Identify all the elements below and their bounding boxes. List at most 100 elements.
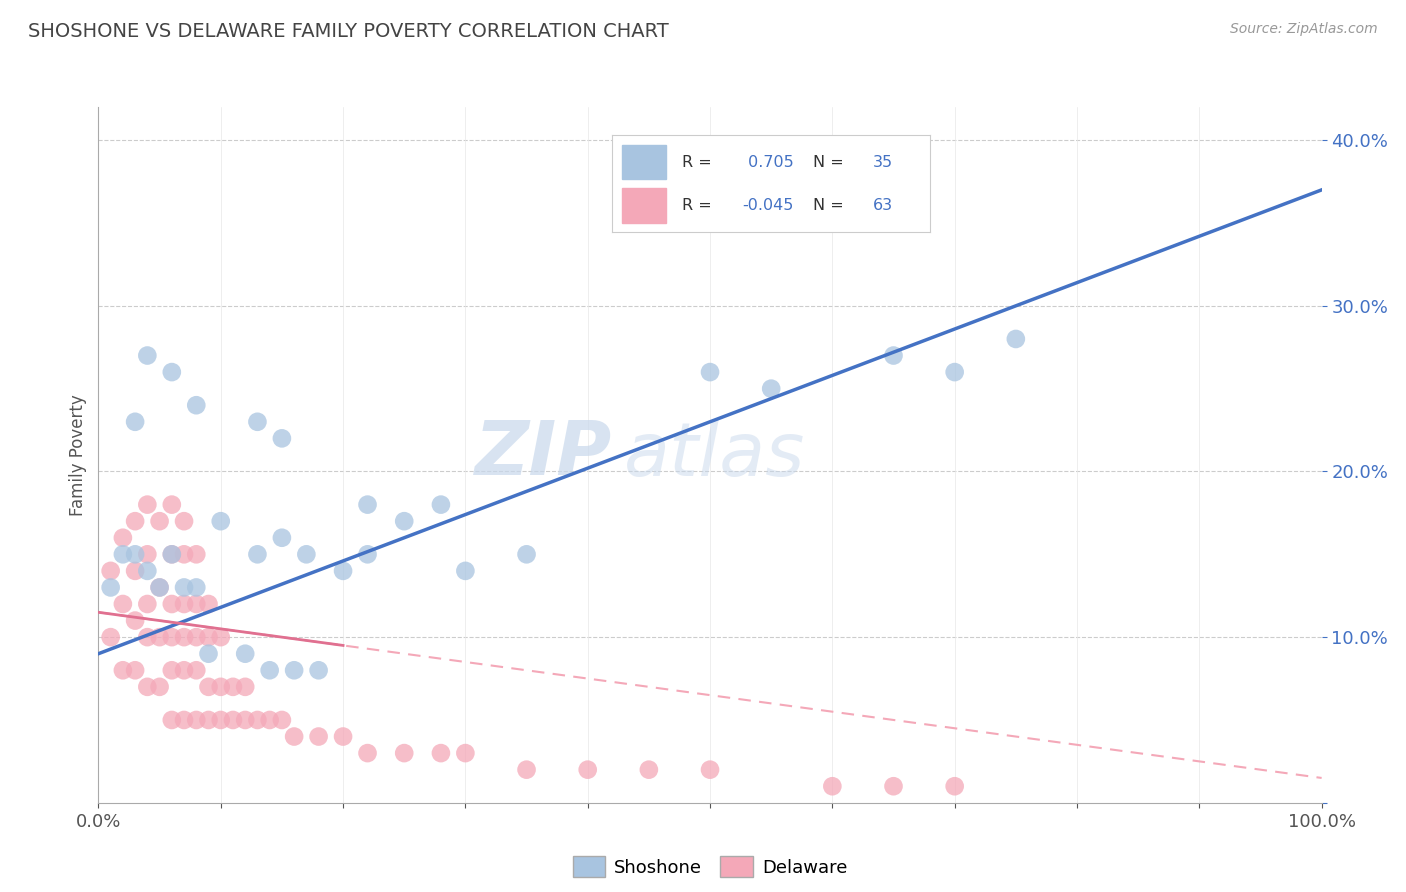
Point <box>111 663 134 677</box>
Point <box>454 746 477 760</box>
Point <box>197 597 219 611</box>
Point <box>100 581 122 595</box>
Point <box>283 730 305 744</box>
Point <box>209 680 232 694</box>
Point <box>233 680 256 694</box>
Point <box>124 614 146 628</box>
Point <box>136 547 159 561</box>
Point <box>136 680 159 694</box>
Point <box>149 630 172 644</box>
Point <box>332 564 354 578</box>
Point <box>295 547 318 561</box>
Point <box>136 630 159 644</box>
Point <box>100 564 122 578</box>
Point <box>136 498 159 512</box>
Point <box>124 415 146 429</box>
Point <box>186 398 208 412</box>
Point <box>111 597 134 611</box>
Point <box>160 365 183 379</box>
Point <box>173 547 195 561</box>
Point <box>173 514 195 528</box>
Point <box>160 663 183 677</box>
Point <box>197 630 219 644</box>
Point <box>186 630 208 644</box>
Point <box>246 415 269 429</box>
Point <box>637 763 661 777</box>
Point <box>515 547 537 561</box>
Point <box>761 382 783 396</box>
Legend: Shoshone, Delaware: Shoshone, Delaware <box>565 849 855 884</box>
Point <box>160 547 183 561</box>
Point <box>124 663 146 677</box>
Point <box>356 547 378 561</box>
Point <box>136 564 159 578</box>
Point <box>160 597 183 611</box>
Point <box>356 498 378 512</box>
Point <box>160 713 183 727</box>
Point <box>136 349 159 363</box>
Point <box>149 514 172 528</box>
Point <box>270 431 294 445</box>
Point <box>233 647 256 661</box>
Point <box>270 713 294 727</box>
Point <box>699 763 721 777</box>
Point <box>197 647 219 661</box>
Point <box>356 746 378 760</box>
Point <box>197 680 219 694</box>
Point <box>332 730 354 744</box>
Point <box>136 597 159 611</box>
Point <box>160 547 183 561</box>
Point <box>173 663 195 677</box>
Point <box>259 663 281 677</box>
Point <box>222 680 245 694</box>
Point <box>209 514 232 528</box>
Point <box>173 597 195 611</box>
Point <box>699 365 721 379</box>
Point <box>246 547 269 561</box>
Point <box>186 663 208 677</box>
Text: SHOSHONE VS DELAWARE FAMILY POVERTY CORRELATION CHART: SHOSHONE VS DELAWARE FAMILY POVERTY CORR… <box>28 22 669 41</box>
Point <box>233 713 256 727</box>
Point <box>173 581 195 595</box>
Point <box>149 680 172 694</box>
Point <box>186 713 208 727</box>
Point <box>259 713 281 727</box>
Text: atlas: atlas <box>624 419 806 491</box>
Point <box>160 630 183 644</box>
Point <box>197 713 219 727</box>
Point <box>308 730 330 744</box>
Point <box>270 531 294 545</box>
Point <box>173 630 195 644</box>
Point <box>209 713 232 727</box>
Point <box>308 663 330 677</box>
Point <box>160 498 183 512</box>
Point <box>111 531 134 545</box>
Point <box>283 663 305 677</box>
Point <box>1004 332 1026 346</box>
Point <box>124 514 146 528</box>
Point <box>246 713 269 727</box>
Point <box>186 547 208 561</box>
Point <box>100 630 122 644</box>
Text: ZIP: ZIP <box>475 418 612 491</box>
Point <box>883 349 905 363</box>
Point <box>883 779 905 793</box>
Point <box>943 779 966 793</box>
Point <box>392 514 416 528</box>
Point <box>454 564 477 578</box>
Y-axis label: Family Poverty: Family Poverty <box>69 394 87 516</box>
Point <box>149 581 172 595</box>
Point <box>209 630 232 644</box>
Point <box>515 763 537 777</box>
Point <box>430 746 453 760</box>
Point <box>392 746 416 760</box>
Point <box>124 547 146 561</box>
Point <box>149 581 172 595</box>
Text: Source: ZipAtlas.com: Source: ZipAtlas.com <box>1230 22 1378 37</box>
Point <box>124 564 146 578</box>
Point <box>222 713 245 727</box>
Point <box>111 547 134 561</box>
Point <box>186 597 208 611</box>
Point <box>186 581 208 595</box>
Point <box>173 713 195 727</box>
